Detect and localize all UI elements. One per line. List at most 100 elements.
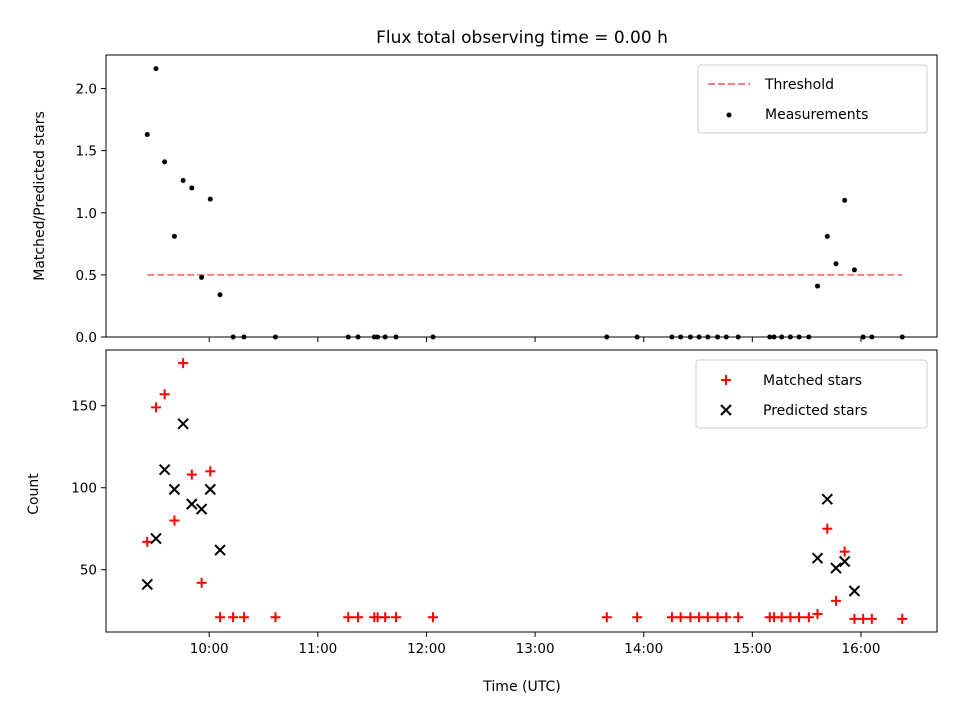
measurements-point <box>217 292 223 298</box>
predicted-stars-point <box>141 578 153 591</box>
matched-stars-point <box>666 612 677 623</box>
measurements-point <box>153 66 159 72</box>
threshold-legend-label: Threshold <box>764 77 834 93</box>
predicted-stars-point <box>186 498 198 510</box>
measurements-point <box>842 197 848 203</box>
matched-stars-point <box>822 523 833 534</box>
matched-stars-point <box>721 612 732 623</box>
matched-stars-point <box>427 612 438 623</box>
predicted-stars-point <box>150 532 162 545</box>
bottom-plot-frame <box>105 349 938 633</box>
matched-stars-point <box>186 469 197 480</box>
top-y-tick-label: 1.0 <box>76 206 97 222</box>
matched-stars-point <box>169 515 180 526</box>
x-tick-label: 16:00 <box>842 641 881 657</box>
measurements-point <box>824 233 830 239</box>
x-tick-label: 14:00 <box>624 641 663 657</box>
predicted-stars-point <box>168 483 181 496</box>
predicted-stars-point <box>158 463 171 476</box>
top-y-tick-label: 2.0 <box>76 82 97 98</box>
measurements-point <box>180 177 186 183</box>
matched-stars-point <box>343 612 354 623</box>
top-y-axis-label: Matched/Predicted stars <box>32 111 48 281</box>
predicted-legend-swatch <box>720 404 732 416</box>
predicted-stars-point <box>821 493 833 505</box>
matched-stars-point <box>897 613 908 624</box>
matched-stars-point <box>803 612 814 623</box>
predicted-stars-point <box>811 552 824 564</box>
matched-legend-swatch <box>721 375 731 385</box>
bottom-legend: Matched stars Predicted stars <box>695 359 928 429</box>
matched-stars-point <box>205 466 216 477</box>
matched-stars-point <box>270 612 281 623</box>
chart-title: Flux total observing time = 0.00 h <box>376 28 668 48</box>
x-tick-label: 12:00 <box>407 641 446 657</box>
predicted-stars-point <box>838 555 851 568</box>
bottom-y-axis: 50 100 150 <box>71 399 106 579</box>
top-legend: Threshold Measurements <box>697 64 928 134</box>
matched-legend-label: Matched stars <box>763 373 862 389</box>
measurements-point <box>207 196 213 202</box>
matched-stars-point <box>196 577 207 588</box>
bottom-y-axis-label: Count <box>26 473 42 515</box>
predicted-stars-point <box>830 562 842 574</box>
predicted-stars-point <box>214 544 226 556</box>
top-y-tick-label: 1.5 <box>76 144 97 160</box>
measurements-point <box>199 274 205 280</box>
top-plot-frame <box>105 54 938 338</box>
matched-stars-point <box>858 613 869 624</box>
matched-stars-point <box>178 358 189 369</box>
matched-stars-point <box>215 612 226 623</box>
bottom-y-tick-label: 100 <box>71 481 97 497</box>
bottom-y-tick-label: 50 <box>80 563 97 579</box>
matched-stars-point <box>866 613 877 624</box>
measurements-point <box>162 159 168 165</box>
measurements-point <box>189 185 195 191</box>
top-legend-frame <box>697 64 928 134</box>
matched-stars-point <box>702 612 713 623</box>
top-series-group <box>144 66 905 340</box>
top-y-axis: 0.0 0.5 1.0 1.5 2.0 <box>76 82 106 346</box>
top-panel: 0.00.51.01.52.0 Matched/Predicted stars … <box>32 54 938 346</box>
top-x-ticks <box>208 337 862 342</box>
matched-stars-point <box>785 612 796 623</box>
matched-stars-point <box>159 389 170 400</box>
measurements-legend-swatch <box>726 112 732 118</box>
measurements-point <box>833 261 839 267</box>
matched-stars-point <box>601 612 612 623</box>
top-y-tick-label: 0.0 <box>76 330 97 346</box>
x-tick-label: 11:00 <box>298 641 337 657</box>
matched-stars-point <box>776 612 787 623</box>
measurements-point <box>815 283 821 289</box>
matched-stars-point <box>694 612 705 623</box>
matched-stars-point <box>830 595 841 606</box>
matched-stars-point <box>685 612 696 623</box>
bottom-x-axis: 10:00 11:00 12:00 13:00 14:00 15:00 16:00 <box>190 632 881 657</box>
matched-stars-point <box>712 612 723 623</box>
matched-stars-point <box>632 612 643 623</box>
predicted-stars-point <box>177 418 189 430</box>
predicted-stars-point <box>195 503 208 515</box>
matched-stars-point <box>849 613 860 624</box>
predicted-stars-point <box>204 483 216 496</box>
predicted-stars-point <box>848 585 861 597</box>
x-tick-label: 15:00 <box>733 641 772 657</box>
matched-stars-point <box>794 612 805 623</box>
matched-stars-point <box>353 612 364 623</box>
matched-stars-point <box>733 612 744 623</box>
bottom-legend-frame <box>695 359 928 429</box>
matched-stars-point <box>228 612 239 623</box>
matched-stars-point <box>238 612 249 623</box>
top-y-tick-label: 0.5 <box>76 268 97 284</box>
matched-stars-point <box>391 612 402 623</box>
matched-stars-point <box>812 608 823 619</box>
x-axis-label: Time (UTC) <box>482 679 560 695</box>
bottom-series-group <box>141 358 908 624</box>
matched-stars-point <box>380 612 391 623</box>
matched-stars-point <box>839 546 850 557</box>
matched-stars-point <box>675 612 686 623</box>
matched-stars-point <box>142 536 153 547</box>
measurements-point <box>144 132 150 138</box>
